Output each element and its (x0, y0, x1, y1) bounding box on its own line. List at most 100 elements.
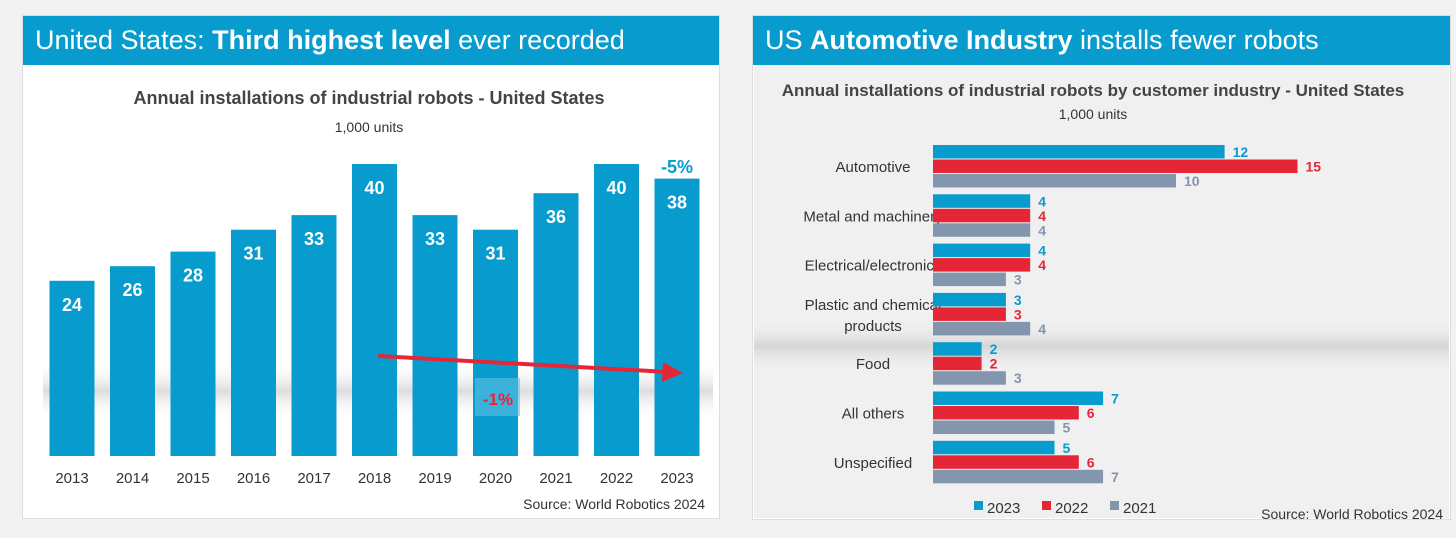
bar-label: 40 (364, 178, 384, 198)
bar-2022 (933, 406, 1079, 420)
category-label: products (844, 318, 902, 335)
bar-value-label: 3 (1014, 292, 1022, 308)
trend-arrow-line (377, 354, 669, 374)
bar-2014 (110, 266, 155, 456)
annual-installations-chart: Annual installations of industrial robot… (43, 88, 713, 512)
bar-value-label: 4 (1038, 321, 1046, 337)
legend-swatch-2021 (1110, 501, 1119, 510)
chart-title: Annual installations of industrial robot… (782, 81, 1404, 100)
bar-label: 31 (485, 244, 505, 264)
bar-2022 (933, 159, 1298, 173)
bar-2013 (49, 280, 95, 456)
bar-2023 (933, 342, 982, 356)
category-label: Food (856, 356, 890, 373)
chart-title: Annual installations of industrial robot… (133, 88, 604, 108)
bar-value-label: 2 (990, 356, 998, 372)
bar-label: 33 (304, 229, 324, 249)
bar-2015 (170, 251, 216, 456)
bar-2023 (933, 243, 1031, 258)
bar-2021 (933, 272, 1006, 287)
bar-2016 (231, 229, 276, 456)
bar-value-label: 15 (1306, 159, 1322, 175)
x-tick-label: 2022 (600, 470, 633, 487)
category-label: Metal and machinery (803, 208, 943, 225)
annotation-box (475, 378, 520, 416)
chart-subtitle: 1,000 units (335, 119, 404, 135)
chart-subtitle: 1,000 units (1059, 106, 1128, 122)
bar-value-label: 3 (1014, 272, 1022, 288)
bar-value-label: 5 (1063, 420, 1071, 436)
bar-value-label: 4 (1038, 243, 1046, 259)
category-label: Unspecified (834, 455, 912, 472)
bar-value-label: 12 (1233, 144, 1249, 160)
source-text: Source: World Robotics 2024 (523, 496, 705, 512)
category-label: All others (842, 406, 905, 423)
bar-label: 40 (606, 178, 626, 198)
legend-swatch-2022 (1042, 501, 1051, 510)
category-label: Plastic and chemical (805, 297, 942, 314)
category-label: Electrical/electronics (805, 258, 942, 275)
category-label: Automotive (835, 159, 910, 176)
bar-2021 (933, 420, 1055, 434)
right-header: US Automotive Industry installs fewer ro… (753, 16, 1450, 65)
bar-value-label: 6 (1087, 405, 1095, 421)
x-tick-label: 2016 (237, 470, 270, 487)
x-tick-label: 2015 (176, 470, 209, 487)
bar-2023 (933, 145, 1225, 159)
bar-value-label: 4 (1038, 208, 1046, 224)
annotation-change-2023: -5% (661, 157, 693, 177)
left-header: United States: Third highest level ever … (23, 16, 719, 65)
bar-value-label: 6 (1087, 454, 1095, 470)
bar-2023 (933, 391, 1104, 405)
bar-2022 (933, 455, 1079, 469)
legend-label: 2022 (1055, 500, 1088, 517)
bar-2022 (933, 356, 982, 371)
right-panel: US Automotive Industry installs fewer ro… (752, 15, 1451, 520)
bar-2022 (933, 258, 1031, 272)
bar-value-label: 4 (1038, 193, 1046, 209)
annotation-change-2020: -1% (483, 390, 513, 409)
x-tick-label: 2014 (116, 470, 149, 487)
bar-2022 (933, 307, 1006, 321)
bar-value-label: 5 (1063, 440, 1071, 456)
bar-2021 (933, 321, 1031, 336)
x-tick-label: 2019 (418, 470, 451, 487)
bar-value-label: 4 (1038, 222, 1046, 238)
bar-2021 (933, 371, 1006, 385)
bar-label: 33 (425, 229, 445, 249)
bar-2020 (473, 229, 518, 456)
bar-label: 36 (546, 207, 566, 227)
bar-value-label: 2 (990, 341, 998, 357)
bar-2021 (533, 193, 579, 456)
bar-value-label: 3 (1014, 306, 1022, 322)
bar-value-label: 7 (1111, 391, 1119, 407)
bar-2021 (933, 469, 1104, 484)
bar-label: 31 (243, 244, 263, 264)
bar-label: 24 (62, 295, 82, 315)
source-text: Source: World Robotics 2024 (1261, 506, 1443, 519)
bar-2023 (933, 292, 1006, 307)
bar-value-label: 7 (1111, 469, 1119, 485)
bar-2023 (654, 178, 700, 456)
bar-2021 (933, 174, 1176, 188)
x-tick-label: 2020 (479, 470, 512, 487)
x-tick-label: 2017 (297, 470, 330, 487)
legend-swatch-2023 (974, 501, 983, 510)
x-tick-label: 2018 (358, 470, 391, 487)
bar-2021 (933, 223, 1031, 237)
x-tick-label: 2013 (55, 470, 88, 487)
bar-2018 (352, 164, 397, 456)
bar-value-label: 10 (1184, 173, 1200, 189)
bar-2017 (291, 215, 337, 456)
x-tick-label: 2021 (539, 470, 572, 487)
bar-2023 (933, 440, 1055, 455)
bar-value-label: 3 (1014, 370, 1022, 386)
left-panel: United States: Third highest level ever … (22, 15, 720, 519)
bar-label: 26 (122, 280, 142, 300)
bar-2019 (412, 215, 458, 456)
bar-value-label: 4 (1038, 257, 1046, 273)
bar-2023 (933, 194, 1031, 208)
x-tick-label: 2023 (660, 470, 693, 487)
bar-label: 28 (183, 266, 203, 286)
bar-2022 (933, 208, 1031, 223)
